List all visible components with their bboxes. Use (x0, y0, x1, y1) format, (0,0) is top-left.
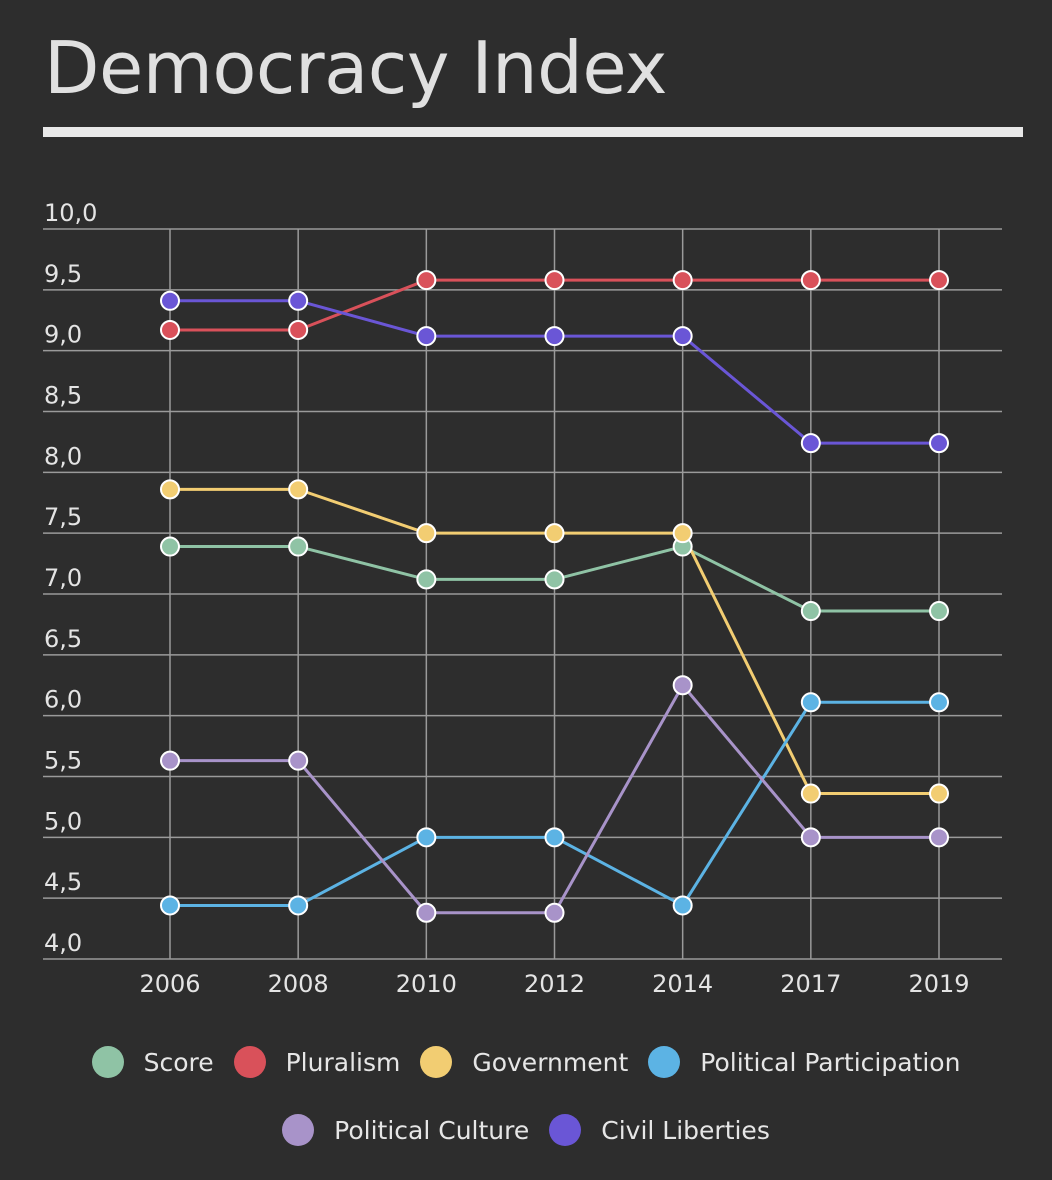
legend-label: Government (472, 1047, 629, 1077)
data-point (672, 675, 693, 696)
data-point (544, 902, 565, 923)
y-tick-label: 4,0 (44, 929, 82, 957)
y-tick-label: 7,0 (44, 564, 82, 592)
data-point (929, 827, 949, 848)
data-point (672, 270, 693, 291)
y-tick-label: 10,0 (44, 199, 97, 227)
legend-swatch (233, 1046, 266, 1078)
data-point (544, 523, 565, 544)
legend-label: Political Participation (700, 1047, 961, 1077)
legend-item: Score (91, 1046, 214, 1078)
data-point (416, 902, 437, 923)
data-point (288, 479, 309, 500)
x-tick-label: 2012 (524, 970, 585, 998)
y-tick-label: 4,5 (44, 868, 82, 896)
legend-swatch (91, 1046, 124, 1078)
line-chart: 4,0 4,5 5,0 5,5 6,0 6,5 7,0 7,5 8,0 8,5 9,0 9,5 10,0… (43, 199, 1002, 998)
data-point (800, 783, 821, 804)
data-point (929, 601, 949, 622)
y-tick-label: 8,0 (44, 442, 82, 470)
y-tick-label: 5,0 (44, 807, 82, 835)
data-point (160, 319, 180, 340)
x-tick-label: 2017 (780, 970, 841, 998)
legend-swatch (549, 1114, 582, 1146)
data-point (160, 750, 180, 771)
data-point (800, 270, 821, 291)
y-tick-label: 7,5 (44, 503, 82, 531)
data-point (929, 270, 949, 291)
legend-item: Political Culture (282, 1114, 529, 1146)
data-point (800, 692, 821, 713)
legend-label: Score (143, 1047, 214, 1077)
y-tick-label: 6,0 (44, 686, 82, 714)
y-tick-label: 9,0 (44, 321, 82, 349)
data-point (416, 326, 437, 347)
data-point (288, 319, 309, 340)
legend-item: Civil Liberties (549, 1114, 770, 1146)
data-point (929, 692, 949, 713)
data-point (544, 569, 565, 590)
data-point (288, 290, 309, 311)
data-point (544, 827, 565, 848)
data-point (929, 433, 949, 454)
data-point (672, 326, 693, 347)
data-point (160, 479, 180, 500)
legend-label: Civil Liberties (601, 1115, 770, 1145)
legend-label: Pluralism (285, 1047, 401, 1077)
legend-row: Score Pluralism Government Political Partic… (0, 1046, 1052, 1078)
x-tick-label: 2010 (396, 970, 457, 998)
data-point (160, 536, 180, 557)
y-tick-label: 9,5 (44, 260, 82, 288)
legend-item: Pluralism (233, 1046, 401, 1078)
legend-swatch (648, 1046, 681, 1078)
y-tick-label: 8,5 (44, 382, 82, 410)
legend-item: Government (420, 1046, 628, 1078)
y-tick-label: 6,5 (44, 625, 82, 653)
data-point (672, 523, 693, 544)
data-point (416, 569, 437, 590)
legend-swatch (282, 1114, 315, 1146)
data-point (544, 326, 565, 347)
data-point (544, 270, 565, 291)
legend-row: Political Culture Civil Liberties (0, 1114, 1052, 1146)
data-point (672, 895, 693, 916)
x-tick-label: 2006 (139, 970, 200, 998)
data-point (288, 895, 309, 916)
data-point (160, 290, 180, 311)
y-tick-label: 5,5 (44, 747, 82, 775)
data-point (800, 827, 821, 848)
data-point (288, 536, 309, 557)
data-point (160, 895, 180, 916)
data-point (416, 270, 437, 291)
legend-item: Political Participation (648, 1046, 960, 1078)
legend-label: Political Culture (334, 1115, 530, 1145)
x-tick-label: 2008 (268, 970, 329, 998)
data-point (800, 433, 821, 454)
chart-title: Democracy Index (44, 26, 668, 110)
legend-swatch (420, 1046, 453, 1078)
data-point (288, 750, 309, 771)
data-point (800, 601, 821, 622)
data-point (416, 523, 437, 544)
x-tick-label: 2019 (908, 970, 969, 998)
x-tick-label: 2014 (652, 970, 713, 998)
title-underline (43, 127, 1023, 137)
data-point (416, 827, 437, 848)
data-point (929, 783, 949, 804)
